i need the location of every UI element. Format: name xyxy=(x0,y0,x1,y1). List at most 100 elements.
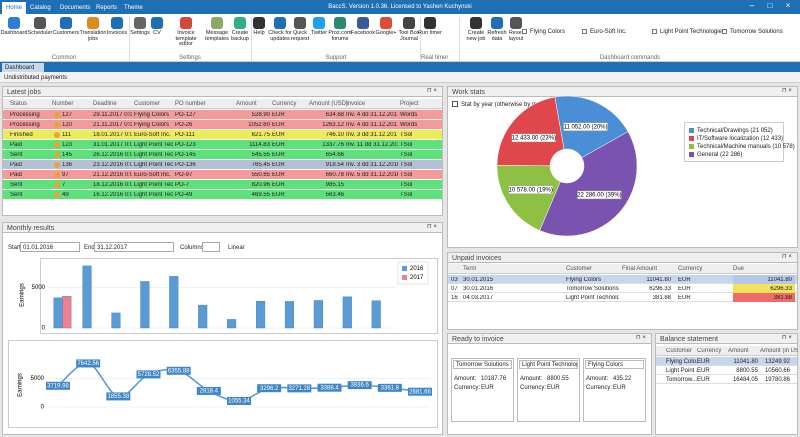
ribbon-icon[interactable] xyxy=(510,17,522,29)
ribbon-icon[interactable] xyxy=(403,17,415,29)
table-row[interactable] xyxy=(3,150,442,160)
ribbon-icon[interactable] xyxy=(334,17,346,29)
ribbon-button[interactable]: Create backup xyxy=(231,30,249,42)
ribbon-button[interactable]: Refresh data xyxy=(487,30,507,42)
ribbon-icon[interactable] xyxy=(134,17,146,29)
table-row[interactable] xyxy=(656,375,797,384)
ribbon-button[interactable]: Settings xyxy=(130,30,150,36)
checkbox[interactable] xyxy=(452,101,458,107)
column-header[interactable]: Amount xyxy=(728,348,749,354)
window-control[interactable]: – xyxy=(749,1,755,10)
table-row[interactable] xyxy=(3,180,442,190)
ribbon-button[interactable]: Customers xyxy=(52,30,80,36)
ribbon-button[interactable]: Message templates xyxy=(205,30,229,42)
column-header[interactable]: Project xyxy=(400,101,419,107)
table-row[interactable] xyxy=(3,120,442,130)
date-input[interactable]: 01.01.2016 xyxy=(20,242,80,252)
column-header[interactable]: Amount xyxy=(236,101,257,107)
table-row[interactable] xyxy=(3,160,442,170)
ribbon-icon[interactable] xyxy=(8,17,20,29)
column-header[interactable]: Customer xyxy=(566,266,593,272)
checkbox-label[interactable]: Light Point Technologies xyxy=(660,29,725,35)
table-row[interactable] xyxy=(448,275,797,284)
ribbon-icon[interactable] xyxy=(253,17,265,29)
column-header[interactable]: Status xyxy=(10,101,28,107)
ribbon-button[interactable]: Scheduler xyxy=(27,30,53,36)
column-header[interactable]: Customer xyxy=(134,101,161,107)
table-row[interactable] xyxy=(656,366,797,375)
ribbon-button[interactable]: Check for updates xyxy=(268,30,292,42)
ribbon-button[interactable]: Create new job xyxy=(466,30,486,42)
ribbon-icon[interactable] xyxy=(180,17,192,29)
ribbon-button[interactable]: Dashboard xyxy=(0,30,28,36)
column-header[interactable]: Customer xyxy=(666,348,693,354)
checkbox[interactable] xyxy=(652,29,657,34)
menu-tab[interactable]: Theme xyxy=(124,5,143,11)
menu-tab[interactable]: Home xyxy=(2,2,27,14)
ribbon-icon[interactable] xyxy=(234,17,246,29)
column-header[interactable]: Currency xyxy=(678,266,703,272)
ribbon-button[interactable]: Twitter xyxy=(310,30,328,36)
checkbox[interactable] xyxy=(582,29,587,34)
ribbon-icon[interactable] xyxy=(424,17,436,29)
column-header[interactable]: Amount (USD) xyxy=(309,101,349,107)
ribbon-button[interactable]: Invoice template editor xyxy=(175,30,197,47)
checkbox-label[interactable]: Euro-Soft Inc. xyxy=(590,29,627,35)
column-header[interactable]: Number xyxy=(52,101,74,107)
menu-tab[interactable]: Reports xyxy=(96,5,118,11)
column-header[interactable]: Due xyxy=(733,266,745,272)
ribbon-icon[interactable] xyxy=(60,17,72,29)
table-row[interactable] xyxy=(3,190,442,200)
ribbon-icon[interactable] xyxy=(294,17,306,29)
ribbon-button[interactable]: Reset layout xyxy=(508,30,524,42)
toggle[interactable] xyxy=(202,242,220,252)
column-header[interactable]: Amount (in USD) xyxy=(760,348,798,354)
window-control[interactable]: □ xyxy=(767,1,773,10)
ribbon-button[interactable]: Tool Box Journal xyxy=(398,30,420,42)
doc-tab[interactable]: Dashboard xyxy=(2,63,44,72)
window-control[interactable]: × xyxy=(785,1,791,10)
ribbon-icon[interactable] xyxy=(151,17,163,29)
ribbon-icon[interactable] xyxy=(380,17,392,29)
column-header[interactable]: Term xyxy=(463,266,477,272)
ribbon-button[interactable]: Google+ xyxy=(375,30,397,36)
date-input[interactable]: 31.12.2017 xyxy=(94,242,174,252)
ribbon-button[interactable]: CV xyxy=(153,30,161,36)
column-header[interactable]: Currency xyxy=(272,101,297,107)
column-header[interactable]: Deadline xyxy=(93,101,117,107)
table-row[interactable] xyxy=(3,140,442,150)
ribbon-icon[interactable] xyxy=(470,17,482,29)
column-header[interactable]: Currency xyxy=(697,348,722,354)
ribbon-icon[interactable] xyxy=(274,17,286,29)
table-row[interactable] xyxy=(656,357,797,366)
ribbon-icon[interactable] xyxy=(87,17,99,29)
ribbon-button[interactable]: Help xyxy=(253,30,265,36)
ribbon-button[interactable]: Facebook xyxy=(350,30,376,36)
checkbox-label[interactable]: Tomorrow Solutions xyxy=(730,29,783,35)
ribbon-icon[interactable] xyxy=(491,17,503,29)
ribbon-icon[interactable] xyxy=(357,17,369,29)
ribbon-button[interactable]: Invoices xyxy=(106,30,128,36)
checkbox[interactable] xyxy=(722,29,727,34)
column-header[interactable]: PO number xyxy=(175,101,206,107)
menu-tab[interactable]: Catalog xyxy=(30,5,51,11)
checkbox-label[interactable]: Stat by year (otherwise by month) xyxy=(461,102,551,108)
ribbon-button[interactable]: Quick request xyxy=(290,30,310,42)
table-row[interactable] xyxy=(3,110,442,120)
column-header[interactable]: Invoice xyxy=(346,101,366,107)
ribbon-icon[interactable] xyxy=(111,17,123,29)
ribbon-button[interactable]: Run timer xyxy=(418,30,442,36)
table-row[interactable] xyxy=(448,293,797,302)
menu-tab[interactable]: Documents xyxy=(60,5,91,11)
ribbon-button[interactable]: Translation jobs xyxy=(79,30,107,42)
ribbon-button[interactable]: Proz.com forums xyxy=(328,30,352,42)
checkbox[interactable] xyxy=(522,29,527,34)
undistributed-bar[interactable]: Undistributed payments xyxy=(0,72,800,83)
column-header[interactable]: Final Amount xyxy=(622,266,658,272)
ribbon-icon[interactable] xyxy=(34,17,46,29)
table-row[interactable] xyxy=(448,284,797,293)
ribbon-icon[interactable] xyxy=(211,17,223,29)
table-row[interactable] xyxy=(3,170,442,180)
checkbox-label[interactable]: Flying Colors xyxy=(530,29,566,35)
table-row[interactable] xyxy=(3,130,442,140)
